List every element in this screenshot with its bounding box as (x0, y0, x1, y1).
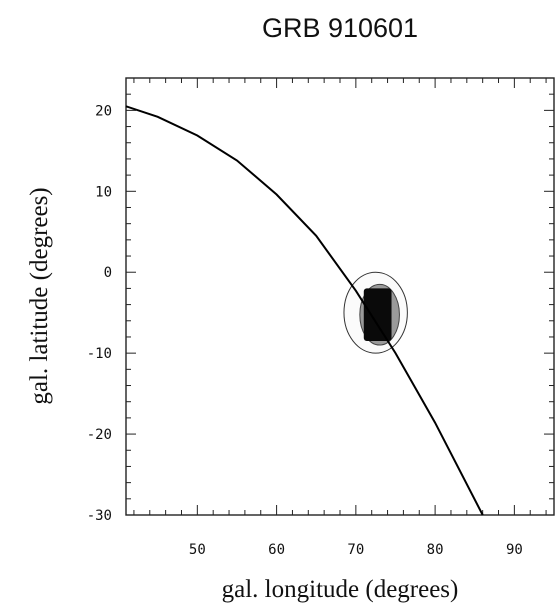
error-box-core (363, 288, 392, 342)
y-tick-label: -30 (87, 508, 112, 524)
y-tick-labels: 20 10 0 -10 -20 -30 (87, 103, 112, 524)
x-tick-label: 60 (268, 542, 285, 558)
x-tick-label: 50 (189, 542, 206, 558)
x-tick-label: 80 (427, 542, 444, 558)
curve-line (125, 105, 484, 516)
x-axis-label: gal. longitude (degrees) (222, 576, 459, 603)
y-tick-label: 20 (95, 103, 112, 119)
y-tick-label: -20 (87, 427, 112, 443)
y-tick-label: 0 (104, 265, 112, 281)
error-box (343, 271, 408, 354)
x-tick-labels: 50 60 70 80 90 (189, 542, 523, 558)
x-tick-label: 70 (347, 542, 364, 558)
y-tick-label: -10 (87, 346, 112, 362)
chart-title: GRB 910601 (262, 13, 418, 43)
y-axis-label: gal. latitude (degrees) (26, 187, 53, 404)
plot-frame (125, 77, 555, 516)
y-tick-label: 10 (95, 184, 112, 200)
axis-ticks (126, 77, 554, 516)
x-tick-label: 90 (506, 542, 523, 558)
